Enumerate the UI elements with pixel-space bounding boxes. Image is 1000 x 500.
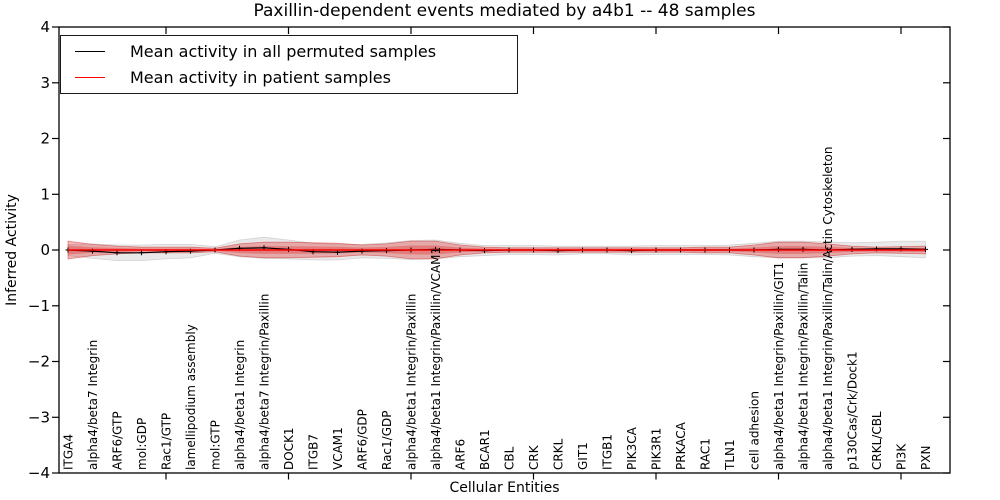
x-category-label: CRKL/CBL <box>870 411 884 470</box>
permuted-band <box>67 236 926 261</box>
chart-title: Paxillin-dependent events mediated by a4… <box>253 1 756 21</box>
y-axis-tick-label: −2 <box>28 353 50 371</box>
x-category-label: ITGA4 <box>62 434 76 470</box>
legend: Mean activity in all permuted samples Me… <box>60 35 518 94</box>
x-category-label: BCAR1 <box>478 429 492 470</box>
x-category-label: alpha4/beta1 Integrin <box>233 340 247 470</box>
x-category-label: VCAM1 <box>331 427 345 470</box>
y-axis-label: Inferred Activity <box>4 194 20 306</box>
x-category-label: PIK3R1 <box>650 428 664 470</box>
y-axis-tick-label: 1 <box>40 185 50 203</box>
x-category-label: alpha4/beta7 Integrin <box>86 340 100 470</box>
x-category-label: ITGB1 <box>601 434 615 470</box>
y-axis-tick-label: −3 <box>28 408 50 426</box>
permuted-line-swatch <box>75 51 105 53</box>
x-category-label: CBL <box>503 446 517 470</box>
x-category-label: RAC1 <box>699 438 713 470</box>
x-category-label: alpha4/beta1 Integrin/Paxillin <box>405 294 419 470</box>
x-category-label: GIT1 <box>576 442 590 470</box>
legend-label-permuted: Mean activity in all permuted samples <box>130 42 437 62</box>
x-category-label: ARF6/GTP <box>111 411 125 470</box>
x-axis-label: Cellular Entities <box>449 480 560 496</box>
x-category-label: ITGB7 <box>307 434 321 470</box>
x-category-label: alpha4/beta1 Integrin/Paxillin/Talin <box>797 263 811 470</box>
x-category-label: alpha4/beta1 Integrin/Paxillin/GIT1 <box>772 262 786 470</box>
x-category-label: alpha4/beta1 Integrin/Paxillin/VCAM1 <box>429 247 443 470</box>
x-category-label: ARF6 <box>454 439 468 470</box>
x-category-label: cell adhesion <box>748 391 762 470</box>
x-category-label: PXN <box>919 446 933 470</box>
y-axis-tick-label: 0 <box>40 241 50 259</box>
x-category-label: Rac1/GDP <box>380 411 394 470</box>
x-category-label: CRKL <box>552 438 566 470</box>
x-category-label: alpha4/beta1 Integrin/Paxillin/Talin/Act… <box>821 147 835 470</box>
patient-line-swatch <box>75 76 105 78</box>
x-category-label: CRK <box>527 444 541 470</box>
x-category-label: Rac1/GTP <box>160 413 174 470</box>
x-category-label: TLN1 <box>723 439 737 471</box>
y-axis-tick-label: 2 <box>40 130 50 148</box>
y-axis-tick-label: −1 <box>28 297 50 315</box>
x-category-label: PI3K <box>895 443 909 470</box>
x-category-label: PRKACA <box>674 421 688 470</box>
x-category-label: lamellipodium assembly <box>184 324 198 470</box>
x-category-label: PIK3CA <box>625 426 639 470</box>
x-category-label: DOCK1 <box>282 427 296 470</box>
x-category-label: p130Cas/Crk/Dock1 <box>846 351 860 470</box>
x-category-label: ARF6/GDP <box>356 409 370 470</box>
legend-item-patient: Mean activity in patient samples <box>61 65 517 90</box>
x-category-label: alpha4/beta7 Integrin/Paxillin <box>258 294 272 470</box>
x-category-label: mol:GTP <box>209 420 223 470</box>
x-category-label: mol:GDP <box>135 418 149 470</box>
y-axis-tick-label: 4 <box>40 18 50 36</box>
legend-label-patient: Mean activity in patient samples <box>130 67 391 87</box>
y-axis-tick-label: 3 <box>40 74 50 92</box>
y-axis-tick-label: −4 <box>28 464 50 482</box>
legend-item-permuted: Mean activity in all permuted samples <box>61 39 517 64</box>
